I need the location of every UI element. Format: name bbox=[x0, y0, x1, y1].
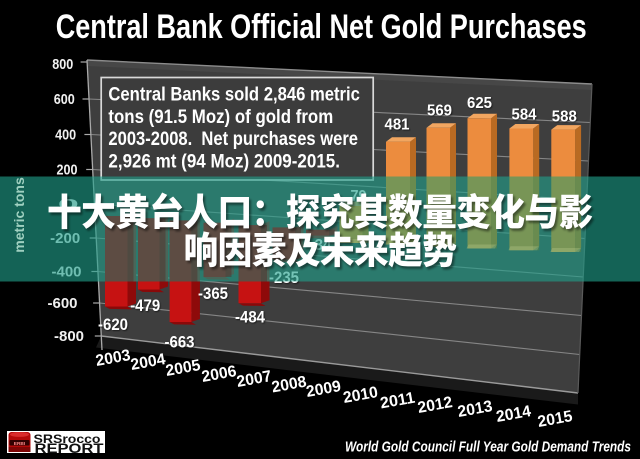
svg-text:2,926 mt (94 Moz) 2009-2015.: 2,926 mt (94 Moz) 2009-2015. bbox=[108, 150, 340, 172]
svg-text:800: 800 bbox=[52, 57, 73, 73]
svg-text:-663: -663 bbox=[165, 334, 195, 352]
svg-text:ERBI: ERBI bbox=[14, 441, 26, 447]
svg-text:588: 588 bbox=[552, 109, 577, 126]
svg-text:2003: 2003 bbox=[94, 347, 132, 370]
svg-text:-365: -365 bbox=[198, 285, 228, 303]
svg-text:2003-2008. Net purchases were: 2003-2008. Net purchases were bbox=[108, 128, 358, 150]
svg-text:400: 400 bbox=[55, 128, 76, 144]
svg-text:tons (91.5 Moz) of gold from: tons (91.5 Moz) of gold from bbox=[108, 106, 333, 128]
svg-text:-484: -484 bbox=[235, 309, 266, 327]
svg-text:625: 625 bbox=[467, 95, 492, 112]
svg-text:2005: 2005 bbox=[164, 357, 202, 380]
svg-text:584: 584 bbox=[512, 106, 537, 123]
svg-text:-600: -600 bbox=[48, 296, 78, 312]
svg-text:2014: 2014 bbox=[495, 403, 533, 426]
svg-text:2010: 2010 bbox=[342, 384, 380, 407]
svg-text:Central Banks sold 2,846 metri: Central Banks sold 2,846 metric bbox=[108, 84, 360, 106]
svg-text:-800: -800 bbox=[54, 329, 84, 345]
svg-text:2007: 2007 bbox=[235, 368, 273, 391]
svg-text:2015: 2015 bbox=[536, 408, 574, 431]
svg-text:2011: 2011 bbox=[379, 390, 417, 413]
svg-text:metric tons: metric tons bbox=[11, 177, 27, 253]
svg-text:2012: 2012 bbox=[416, 394, 454, 417]
svg-text:REPORT: REPORT bbox=[35, 441, 105, 456]
svg-text:2009: 2009 bbox=[305, 378, 343, 401]
svg-text:-620: -620 bbox=[98, 316, 128, 334]
svg-text:World Gold Council Full Year G: World Gold Council Full Year Gold Demand… bbox=[345, 439, 631, 456]
svg-text:2013: 2013 bbox=[456, 398, 494, 421]
svg-text:-479: -479 bbox=[130, 297, 160, 315]
svg-text:2006: 2006 bbox=[200, 363, 238, 386]
svg-text:600: 600 bbox=[54, 92, 75, 108]
svg-text:2008: 2008 bbox=[270, 374, 308, 397]
svg-text:2004: 2004 bbox=[129, 351, 167, 374]
svg-text:SRSrocco: SRSrocco bbox=[34, 432, 101, 446]
svg-text:481: 481 bbox=[385, 117, 410, 134]
svg-text:Central Bank Official Net Gold: Central Bank Official Net Gold Purchases bbox=[56, 8, 587, 46]
svg-text:569: 569 bbox=[427, 103, 452, 120]
svg-text:200: 200 bbox=[57, 163, 78, 179]
